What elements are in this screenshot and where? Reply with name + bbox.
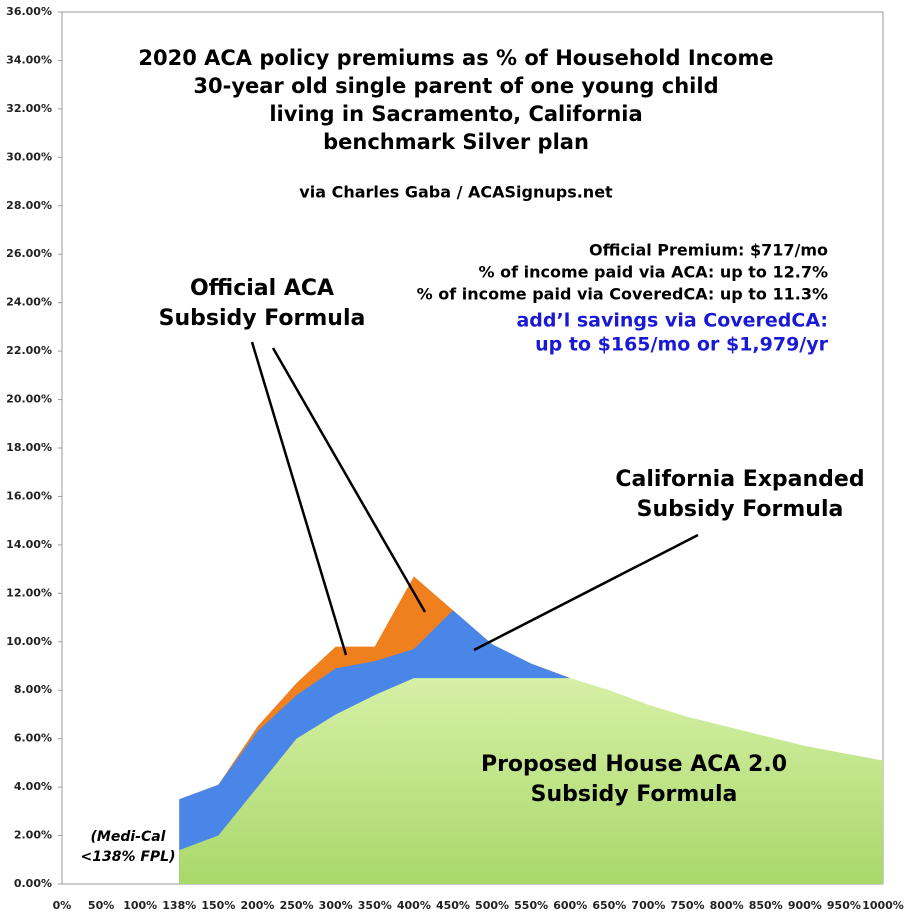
x-tick-label: 350% [358,899,392,912]
pointer-lines [250,341,699,656]
label: add’l savings via CoveredCA: [516,310,828,332]
y-tick-label: 28.00% [6,199,52,212]
y-tick-label: 26.00% [6,247,52,260]
label: % of income paid via CoveredCA: up to 11… [417,285,828,304]
y-tick-label: 14.00% [6,538,52,551]
x-tick-label: 400% [397,899,431,912]
x-tick-label: 300% [319,899,353,912]
y-tick-label: 2.00% [14,829,52,842]
label: (Medi-Cal [91,829,166,845]
label: benchmark Silver plan [323,130,589,154]
x-tick-label: 0% [53,899,72,912]
y-tick-label: 4.00% [14,780,52,793]
x-tick-label: 100% [123,899,157,912]
y-tick-label: 10.00% [6,635,52,648]
x-tick-label: 500% [475,899,509,912]
label: Proposed House ACA 2.0 [481,752,787,777]
y-tick-label: 8.00% [14,683,52,696]
y-tick-label: 36.00% [6,5,52,18]
x-tick-label: 750% [671,899,705,912]
label: via Charles Gaba / ACASignups.net [299,183,613,202]
y-tick-label: 22.00% [6,344,52,357]
x-tick-label: 550% [514,899,548,912]
x-tick-label: 200% [240,899,274,912]
x-tick-label: 600% [553,899,587,912]
label: 30-year old single parent of one young c… [193,74,718,98]
y-tick-label: 34.00% [6,53,52,66]
x-tick-label: 700% [631,899,665,912]
x-tick-label: 650% [592,899,626,912]
x-tick-label: 850% [749,899,783,912]
label: living in Sacramento, California [269,102,642,126]
y-tick-label: 12.00% [6,586,52,599]
label: Subsidy Formula [159,306,366,331]
x-tick-label: 138% [162,899,196,912]
y-tick-label: 24.00% [6,296,52,309]
label: up to $165/mo or $1,979/yr [535,334,828,356]
y-tick-label: 16.00% [6,489,52,502]
y-tick-label: 20.00% [6,393,52,406]
x-tick-label: 800% [710,899,744,912]
x-tick-label: 150% [201,899,235,912]
label: % of income paid via ACA: up to 12.7% [478,263,828,282]
x-tick-label: 450% [436,899,470,912]
label: Subsidy Formula [531,782,738,807]
y-tick-label: 6.00% [14,732,52,745]
area [179,678,884,884]
y-tick-label: 18.00% [6,441,52,454]
label: Subsidy Formula [637,497,844,522]
y-tick-label: 0.00% [14,877,52,890]
x-tick-label: 950% [827,899,861,912]
x-tick-label: 50% [88,899,114,912]
label: Official Premium: $717/mo [589,241,828,260]
x-tick-label: 250% [280,899,314,912]
label: 2020 ACA policy premiums as % of Househo… [138,46,773,70]
y-tick-label: 30.00% [6,150,52,163]
label: Official ACA [190,276,334,301]
x-tick-label: 1000% [862,899,904,912]
y-tick-label: 32.00% [6,102,52,115]
label: <138% FPL) [81,849,176,865]
label: California Expanded [615,467,864,492]
x-tick-label: 900% [788,899,822,912]
